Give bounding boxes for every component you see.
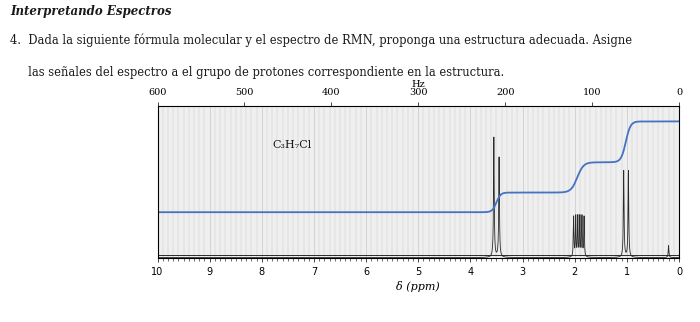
X-axis label: Hz: Hz [412, 80, 425, 89]
Text: Interpretando Espectros: Interpretando Espectros [10, 5, 172, 18]
Text: las señales del espectro a el grupo de protones correspondiente en la estructura: las señales del espectro a el grupo de p… [10, 66, 505, 79]
Text: 4.  Dada la siguiente fórmula molecular y el espectro de RMN, proponga una estru: 4. Dada la siguiente fórmula molecular y… [10, 34, 633, 47]
X-axis label: δ (ppm): δ (ppm) [396, 281, 440, 292]
Text: C₃H₇Cl: C₃H₇Cl [272, 139, 312, 149]
